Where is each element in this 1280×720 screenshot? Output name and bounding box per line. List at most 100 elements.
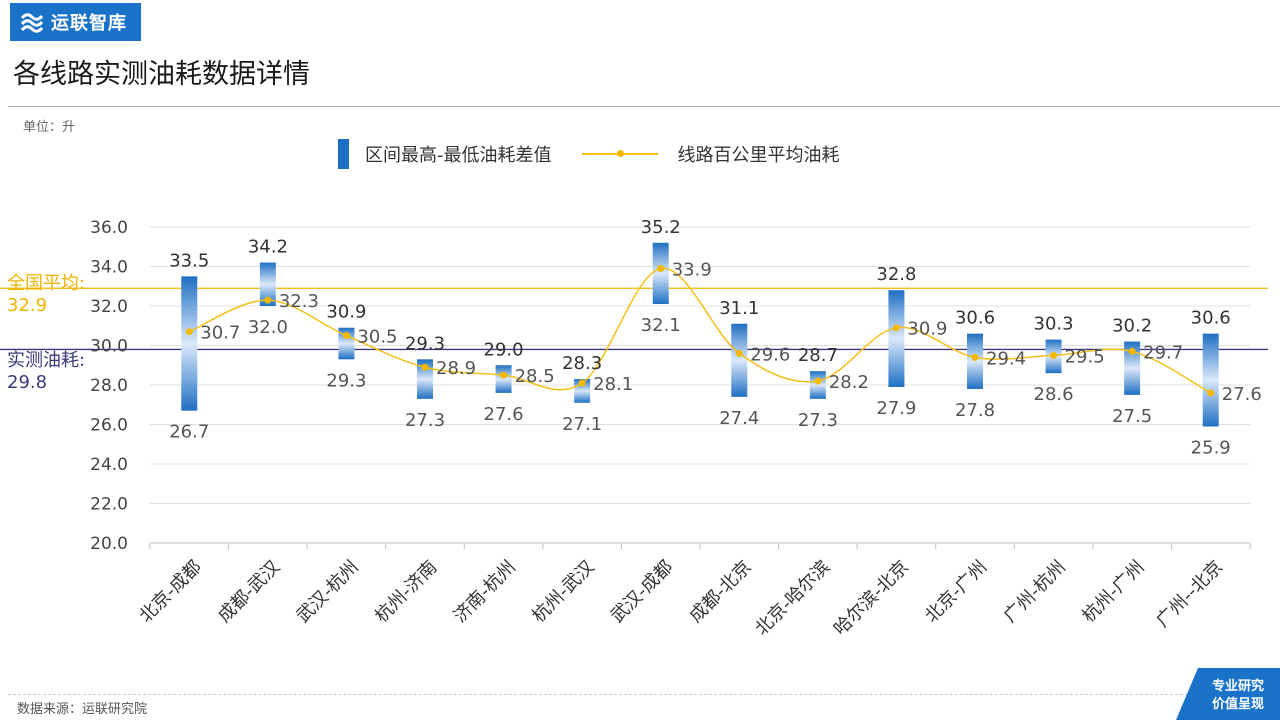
average-value-label: 29.5 (1065, 346, 1105, 367)
measured-title: 实测油耗: (7, 350, 86, 371)
footer-divider (8, 694, 1193, 695)
average-value-label: 28.5 (515, 366, 555, 387)
average-value-label: 30.9 (907, 319, 947, 340)
legend-bar-swatch (338, 139, 349, 169)
average-value-label: 28.1 (593, 374, 633, 395)
bar-high-label: 29.0 (484, 339, 524, 360)
badge-line-1: 专业研究 (1211, 679, 1264, 694)
x-category-label: 哈尔滨-北京 (830, 557, 913, 640)
national-average-value: 32.9 (7, 295, 48, 316)
badge-shape (1176, 668, 1280, 720)
average-point (1207, 389, 1215, 397)
average-point (500, 371, 508, 379)
bar-high-label: 33.5 (169, 250, 209, 271)
measured-value: 29.8 (7, 372, 48, 393)
average-value-label: 29.7 (1143, 342, 1183, 363)
average-value-label: 32.3 (279, 291, 319, 312)
bar-high-label: 31.1 (719, 298, 759, 319)
bar-high-label: 29.3 (405, 333, 445, 354)
average-line (189, 267, 1212, 394)
bar-low-label: 28.6 (1034, 384, 1074, 405)
y-tick-label: 24.0 (90, 455, 128, 475)
y-tick-label: 30.0 (90, 337, 128, 357)
y-tick-label: 20.0 (90, 534, 128, 554)
y-tick-label: 32.0 (90, 297, 128, 317)
x-category-label: 成都-北京 (685, 557, 755, 627)
x-category-label: 成都-武汉 (214, 557, 284, 627)
average-point (814, 377, 822, 385)
range-bar (731, 323, 748, 397)
page-title: 各线路实测油耗数据详情 (13, 59, 310, 90)
bar-low-label: 26.7 (169, 422, 209, 443)
x-category-label: 北京-成都 (135, 557, 205, 627)
legend-line-label: 线路百公里平均油耗 (677, 145, 840, 166)
brand-logo: 运联智库 (10, 3, 141, 41)
x-category-label: 杭州-广州 (1078, 557, 1148, 627)
fuel-chart: 33.5 26.7 34.2 32.0 30.9 29.3 29.3 27.3 29.0 27.6… (0, 217, 1268, 640)
x-category-label: 杭州-济南 (371, 557, 441, 627)
bar-high-label: 32.8 (876, 264, 916, 285)
measured-label: 实测油耗: 29.8 (7, 350, 85, 394)
range-bar (181, 276, 198, 411)
y-tick-label: 22.0 (90, 495, 128, 515)
average-point (578, 379, 586, 387)
bar-high-label: 30.3 (1034, 314, 1074, 335)
average-point (1128, 347, 1136, 355)
range-bar (967, 333, 983, 389)
average-value-label: 28.2 (829, 372, 869, 393)
range-bar (495, 365, 512, 393)
average-point (421, 363, 429, 371)
bar-high-label: 30.2 (1112, 316, 1152, 337)
average-point (892, 324, 900, 332)
legend-line-swatch (581, 147, 658, 161)
average-point (657, 264, 665, 272)
bar-low-label: 27.3 (798, 410, 838, 431)
x-category-label: 北京-哈尔滨 (751, 557, 834, 640)
bar-high-label: 30.9 (326, 302, 366, 323)
national-average-label: 全国平均: 32.9 (7, 273, 85, 317)
range-bar (652, 242, 669, 305)
average-value-label: 30.7 (200, 323, 240, 344)
y-tick-label: 28.0 (90, 376, 128, 396)
bar-high-label: 28.7 (798, 345, 838, 366)
chart-legend: 区间最高-最低油耗差值 线路百公里平均油耗 (338, 139, 840, 169)
bar-high-label: 35.2 (641, 217, 681, 238)
average-point (971, 353, 979, 361)
bar-low-label: 32.0 (248, 317, 288, 338)
legend-bar-label: 区间最高-最低油耗差值 (365, 145, 552, 166)
x-category-label: 济南-杭州 (450, 557, 520, 627)
average-point (342, 332, 350, 340)
unit-label: 单位：升 (23, 120, 76, 135)
average-value-label: 33.9 (672, 259, 712, 280)
bar-high-label: 30.6 (1191, 308, 1231, 329)
slogan-badge: 专业研究 价值呈现 (1176, 668, 1280, 720)
average-value-label: 28.9 (436, 358, 476, 379)
range-bar (888, 290, 905, 387)
average-point (735, 349, 743, 357)
data-source: 数据来源：运联研究院 (17, 702, 148, 717)
x-category-label: 武汉-成都 (607, 557, 677, 627)
bar-low-label: 27.9 (876, 398, 916, 419)
logo-icon (20, 13, 44, 33)
range-bar (417, 359, 433, 399)
average-value-label: 29.4 (986, 348, 1026, 369)
x-category-label: 广州-杭州 (1000, 557, 1070, 627)
range-bar (338, 327, 355, 360)
bar-low-label: 29.3 (326, 370, 366, 391)
badge-line-2: 价值呈现 (1211, 697, 1264, 712)
y-tick-label: 34.0 (90, 258, 128, 278)
average-point (264, 296, 272, 304)
x-category-label: 广州--北京 (1152, 557, 1227, 632)
title-divider (8, 106, 1280, 107)
bar-low-label: 32.1 (641, 315, 681, 336)
bar-low-label: 27.4 (719, 408, 759, 429)
national-average-title: 全国平均: (7, 273, 86, 294)
bar-low-label: 27.3 (405, 410, 445, 431)
bar-high-label: 30.6 (955, 308, 995, 329)
logo-text: 运联智库 (51, 13, 127, 34)
average-value-label: 30.5 (357, 327, 397, 348)
x-category-label: 北京-广州 (921, 557, 991, 627)
y-tick-label: 36.0 (90, 218, 128, 238)
average-value-label: 27.6 (1222, 384, 1262, 405)
range-bar (1124, 341, 1141, 395)
